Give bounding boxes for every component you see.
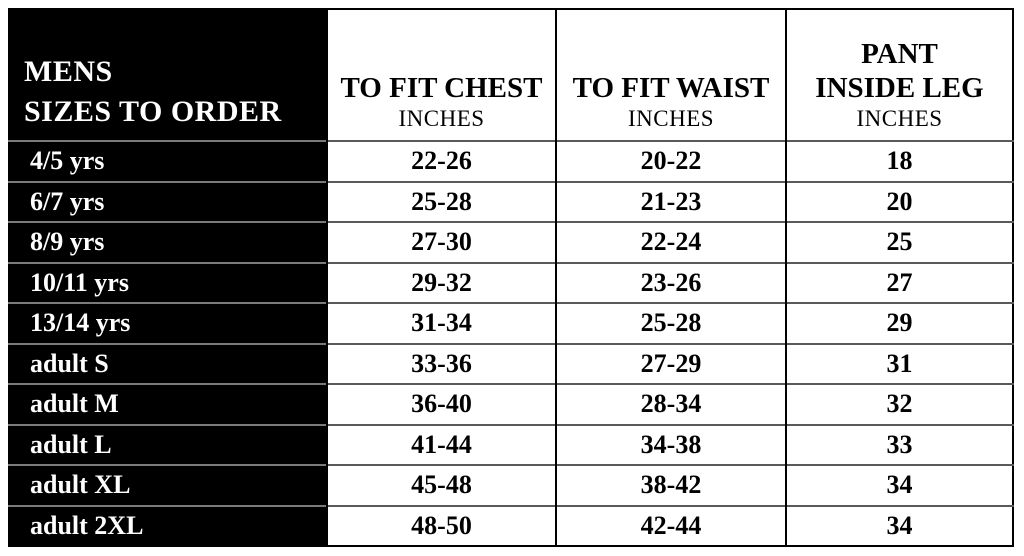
size-chart-container: MENS SIZES TO ORDER TO FIT CHEST INCHES … — [8, 8, 1014, 547]
column-header-waist-unit: INCHES — [627, 106, 715, 132]
cell-inside-leg: 20 — [785, 180, 1013, 222]
table-row: 13/14 yrs 31-34 25-28 29 — [9, 302, 1013, 344]
cell-waist: 27-29 — [555, 342, 787, 384]
cell-size: adult M — [9, 383, 328, 425]
cell-size: adult 2XL — [9, 504, 328, 546]
column-header-waist-title: TO FIT WAIST — [572, 71, 770, 104]
cell-size: adult S — [9, 342, 328, 384]
cell-size: adult XL — [9, 464, 328, 506]
cell-waist: 28-34 — [555, 383, 787, 425]
cell-inside-leg: 29 — [785, 302, 1013, 344]
cell-waist: 22-24 — [555, 221, 787, 263]
cell-inside-leg: 34 — [785, 464, 1013, 506]
cell-chest: 36-40 — [326, 383, 557, 425]
table-row: adult 2XL 48-50 42-44 34 — [9, 504, 1013, 546]
header-row: MENS SIZES TO ORDER TO FIT CHEST INCHES … — [9, 9, 1013, 141]
cell-chest: 27-30 — [326, 221, 557, 263]
column-header-size-line-1: MENS — [24, 55, 113, 89]
column-header-chest: TO FIT CHEST INCHES — [326, 9, 557, 141]
column-header-inside-leg: PANT INSIDE LEG INCHES — [785, 9, 1013, 141]
table-body: 4/5 yrs 22-26 20-22 18 6/7 yrs 25-28 21-23 20 8/… — [9, 140, 1013, 546]
cell-chest: 41-44 — [326, 423, 557, 465]
cell-waist: 42-44 — [555, 504, 787, 546]
cell-inside-leg: 31 — [785, 342, 1013, 384]
cell-waist: 21-23 — [555, 180, 787, 222]
cell-inside-leg: 32 — [785, 383, 1013, 425]
cell-waist: 38-42 — [555, 464, 787, 506]
mens-size-chart-table: MENS SIZES TO ORDER TO FIT CHEST INCHES … — [8, 8, 1014, 547]
cell-chest: 31-34 — [326, 302, 557, 344]
table-row: 8/9 yrs 27-30 22-24 25 — [9, 221, 1013, 263]
cell-chest: 25-28 — [326, 180, 557, 222]
cell-size: 13/14 yrs — [9, 302, 328, 344]
column-header-size-line-2: SIZES TO ORDER — [24, 95, 282, 129]
table-row: 4/5 yrs 22-26 20-22 18 — [9, 140, 1013, 182]
table-header: MENS SIZES TO ORDER TO FIT CHEST INCHES … — [9, 9, 1013, 141]
cell-inside-leg: 25 — [785, 221, 1013, 263]
cell-inside-leg: 27 — [785, 261, 1013, 303]
cell-waist: 20-22 — [555, 140, 787, 182]
cell-waist: 25-28 — [555, 302, 787, 344]
cell-inside-leg: 33 — [785, 423, 1013, 465]
table-row: adult S 33-36 27-29 31 — [9, 342, 1013, 384]
cell-inside-leg: 18 — [785, 140, 1013, 182]
column-header-inside-leg-unit: INCHES — [856, 106, 943, 132]
table-row: adult L 41-44 34-38 33 — [9, 423, 1013, 465]
cell-inside-leg: 34 — [785, 504, 1013, 546]
column-header-inside-leg-line-1: PANT — [861, 38, 938, 70]
cell-chest: 29-32 — [326, 261, 557, 303]
cell-waist: 23-26 — [555, 261, 787, 303]
column-header-waist: TO FIT WAIST INCHES — [555, 9, 787, 141]
cell-size: adult L — [9, 423, 328, 465]
cell-size: 10/11 yrs — [9, 261, 328, 303]
cell-chest: 22-26 — [326, 140, 557, 182]
column-header-inside-leg-line-2: INSIDE LEG — [815, 71, 984, 104]
cell-waist: 34-38 — [555, 423, 787, 465]
cell-size: 6/7 yrs — [9, 180, 328, 222]
table-row: adult XL 45-48 38-42 34 — [9, 464, 1013, 506]
cell-chest: 33-36 — [326, 342, 557, 384]
table-row: 10/11 yrs 29-32 23-26 27 — [9, 261, 1013, 303]
column-header-chest-title: TO FIT CHEST — [340, 71, 543, 104]
column-header-size: MENS SIZES TO ORDER — [9, 9, 328, 141]
cell-chest: 48-50 — [326, 504, 557, 546]
table-row: 6/7 yrs 25-28 21-23 20 — [9, 180, 1013, 222]
cell-size: 4/5 yrs — [9, 140, 328, 182]
table-row: adult M 36-40 28-34 32 — [9, 383, 1013, 425]
cell-size: 8/9 yrs — [9, 221, 328, 263]
cell-chest: 45-48 — [326, 464, 557, 506]
column-header-chest-unit: INCHES — [398, 106, 485, 132]
